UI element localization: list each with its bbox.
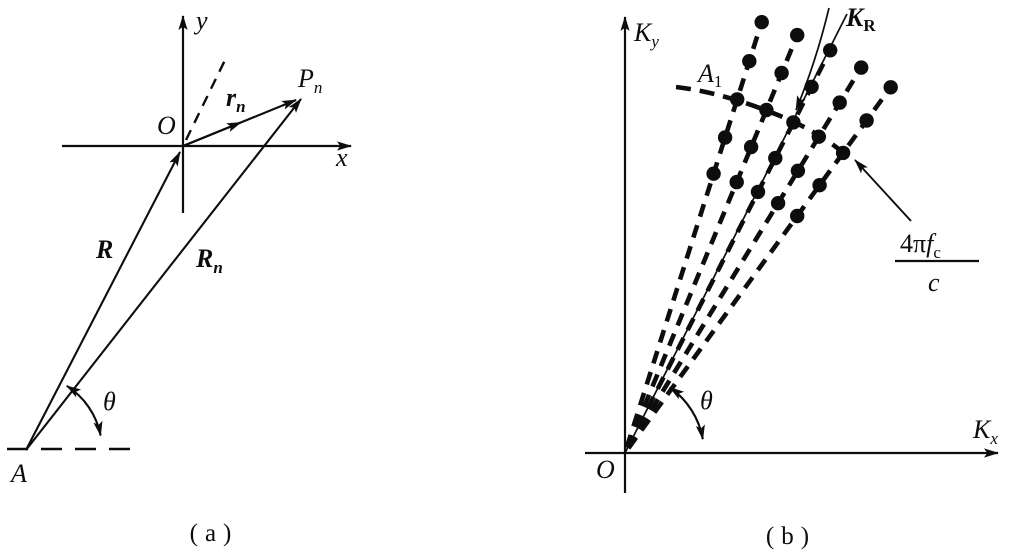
ray-sample-dot <box>790 208 805 224</box>
ray-sample-dot <box>790 163 806 178</box>
kx-base: K <box>972 415 992 444</box>
ray-sample-dot <box>812 178 827 193</box>
ray-sample-dot <box>729 174 744 190</box>
kr-direction-line <box>624 13 848 454</box>
vector-Rn-sub: n <box>213 258 222 277</box>
fraction-numerator: 4πfc <box>900 229 941 262</box>
diagram-a: y x O A θ R Rn rn Pn <box>7 6 352 488</box>
theta-label: θ <box>103 387 116 416</box>
spacing-pointer-arrow <box>854 159 912 222</box>
ky-axis-label: Ky <box>633 18 659 51</box>
ray-sample-dot <box>774 65 789 81</box>
point-A-label: A <box>9 459 27 488</box>
point-Pn-base: P <box>297 64 314 93</box>
A1-base: A <box>696 59 714 88</box>
vector-rn-mid-arrowhead <box>182 121 242 147</box>
A1-sub: 1 <box>714 72 723 91</box>
ray-sample-dot <box>768 150 783 166</box>
ray-sample-dot <box>754 15 769 30</box>
ray-sample-dot <box>859 113 874 128</box>
ray-sample-dot <box>743 139 759 155</box>
fraction-var: f <box>926 229 937 258</box>
kx-sub: x <box>989 429 998 448</box>
vector-R-label: R <box>95 235 113 264</box>
dashed-ray <box>626 57 869 450</box>
ky-base: K <box>633 18 653 47</box>
theta-label-b: θ <box>700 386 713 415</box>
vector-rn-base: r <box>226 83 237 112</box>
ray-sample-dot <box>854 60 869 75</box>
fraction-denominator: c <box>928 268 940 297</box>
ray-sample-dot <box>883 80 898 95</box>
ray-sample-dot <box>832 95 847 110</box>
point-Pn-sub: n <box>314 78 323 97</box>
origin-label-b: O <box>596 455 615 484</box>
ky-sub: y <box>649 32 659 51</box>
vector-Rn-label: Rn <box>195 244 223 277</box>
dashed-ray <box>625 25 804 449</box>
theta-angle-arc-b <box>669 386 705 441</box>
dashed-ray <box>626 77 899 450</box>
ray-sample-dot <box>770 196 786 211</box>
fraction-var-sub: c <box>933 243 941 262</box>
y-axis-label: y <box>193 6 208 35</box>
point-Pn-label: Pn <box>297 64 322 97</box>
theta-angle-arc <box>65 385 103 437</box>
x-axis-label: x <box>335 143 348 172</box>
dashed-ray <box>624 11 767 448</box>
kr-pointer-arrow <box>795 7 830 111</box>
A1-dashed-arc <box>675 84 851 160</box>
vector-R <box>25 151 181 451</box>
vector-Rn-base: R <box>195 244 213 273</box>
caption-a: (a) <box>190 520 239 547</box>
kr-label: KR <box>845 3 876 35</box>
ray-sample-dot <box>742 54 757 69</box>
kr-sub: R <box>863 16 876 35</box>
ray-sample-dot <box>706 166 721 181</box>
vector-rn-sub: n <box>236 97 245 116</box>
ray-sample-dot <box>750 184 766 200</box>
vector-rn-label: rn <box>226 83 246 116</box>
ray-sample-dot <box>717 130 733 145</box>
kr-base: K <box>845 3 865 32</box>
ray-sample-dot <box>790 27 805 43</box>
fraction-coeff: 4π <box>900 229 926 258</box>
spacing-fraction: 4πfc c <box>895 229 979 297</box>
diagram-b: Ky Kx O θ A1 KR 4πfc c <box>585 3 999 493</box>
origin-label: O <box>157 111 176 140</box>
caption-b: (b) <box>766 523 816 550</box>
boresight-dashed-extension <box>184 55 229 141</box>
kx-axis-label: Kx <box>972 415 998 448</box>
A1-label: A1 <box>696 59 722 91</box>
